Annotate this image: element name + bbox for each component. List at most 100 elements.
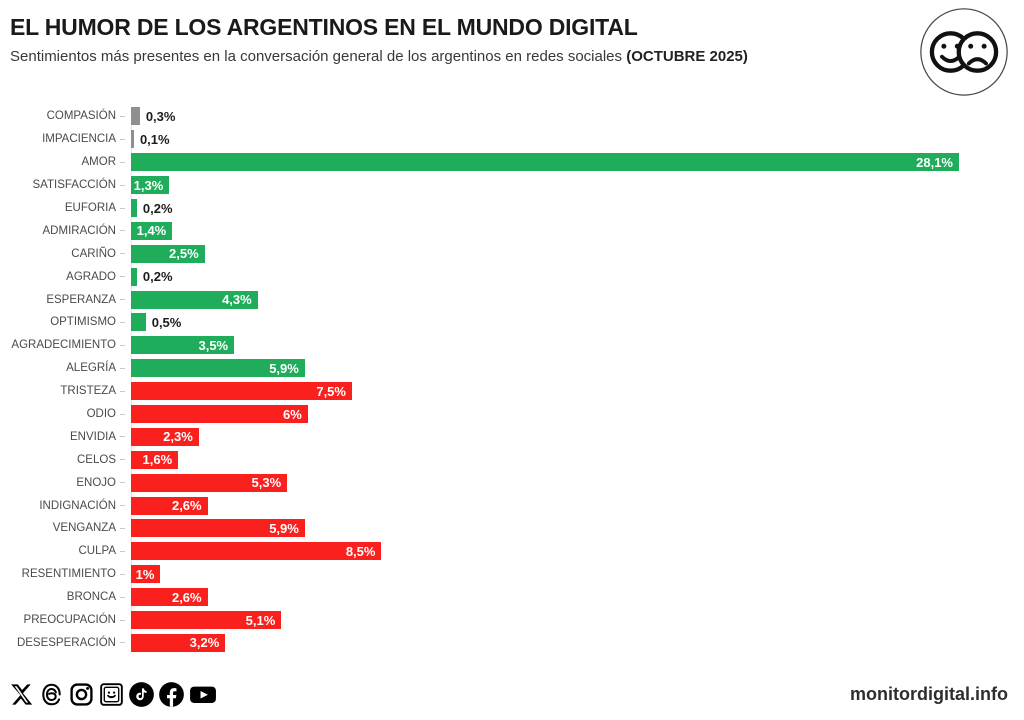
bar-row: BRONCA 2,6% (8, 586, 1024, 609)
category-label: CELOS (77, 453, 116, 466)
facebook-icon[interactable] (158, 681, 185, 708)
bar-row: CULPA 8,5% (8, 540, 1024, 563)
category-label: EUFORIA (64, 202, 116, 214)
category-label: SATISFACCIÓN (32, 179, 117, 192)
value-label: 5,9% (269, 520, 299, 536)
category-label: ADMIRACIÓN (42, 224, 116, 237)
axis-tick-mark (120, 230, 125, 232)
bar-row: ENOJO 5,3% (8, 471, 1024, 494)
bar-track: 5,1% (131, 611, 1024, 630)
bar: 4,3% (131, 290, 258, 309)
axis-tick-mark (120, 505, 125, 507)
bar: 1,3% (131, 176, 170, 195)
value-label: 1,6% (142, 452, 173, 468)
bar-track: 3,5% (131, 336, 1024, 355)
value-label: 2,6% (171, 589, 202, 605)
axis-tick-mark (120, 207, 125, 209)
bar-row: AGRADECIMIENTO 3,5% (8, 334, 1024, 357)
bar-track: 2,6% (131, 588, 1024, 607)
value-label: 6% (283, 406, 302, 422)
bar-track: 2,6% (131, 496, 1024, 515)
category-label: ALEGRÍA (66, 362, 116, 375)
axis-tick-mark (120, 138, 125, 140)
value-label: 3,5% (198, 337, 229, 353)
bar-track: 2,3% (131, 427, 1024, 446)
bar-row: ENVIDIA 2,3% (8, 425, 1024, 448)
bar: 1,4% (131, 221, 173, 240)
axis-tick-mark (120, 573, 125, 575)
value-label: 5,3% (251, 475, 282, 491)
category-label: AGRADO (66, 270, 116, 283)
bar-track: 1% (131, 565, 1024, 584)
category-label: RESENTIMIENTO (21, 568, 116, 581)
bar-row: EUFORIA 0,2% (8, 197, 1024, 220)
value-label: 5,1% (245, 612, 276, 628)
bar-row: PREOCUPACIÓN 5,1% (8, 609, 1024, 632)
category-label: OPTIMISMO (50, 316, 116, 329)
threads-icon[interactable] (38, 681, 65, 708)
value-label: 0,2% (142, 200, 173, 216)
category-label: DESESPERACIÓN (16, 636, 116, 649)
category-label: ENVIDIA (69, 430, 116, 443)
bar-row: DESESPERACIÓN 3,2% (8, 631, 1024, 654)
bar (131, 267, 137, 286)
bar-row: COMPASIÓN 0,3% (8, 105, 1024, 128)
bar-row: AMOR 28,1% (8, 151, 1024, 174)
bar: 6% (131, 405, 308, 424)
axis-tick-mark (120, 596, 125, 598)
value-label: 8,5% (345, 543, 376, 559)
axis-tick-mark (120, 527, 125, 529)
value-label: 5,9% (269, 360, 299, 376)
axis-tick-mark (120, 276, 125, 278)
value-label: 0,3% (145, 108, 176, 124)
bar: 1% (131, 565, 161, 584)
category-label: CARIÑO (71, 247, 116, 260)
social-icons (8, 681, 218, 708)
bar-row: ADMIRACIÓN 1,4% (8, 219, 1024, 242)
value-label: 0,1% (139, 131, 170, 147)
value-label: 0,2% (142, 269, 173, 285)
category-label: ESPERANZA (46, 293, 116, 306)
youtube-icon[interactable] (188, 681, 218, 708)
forum-smiley-icon[interactable] (98, 681, 125, 708)
axis-tick-mark (120, 459, 125, 461)
value-label: 2,6% (171, 498, 202, 514)
bar: 5,9% (131, 519, 305, 538)
bar-row: CARIÑO 2,5% (8, 242, 1024, 265)
axis-tick-mark (120, 161, 125, 163)
bar: 28,1% (131, 153, 959, 172)
bar-track: 8,5% (131, 542, 1024, 561)
category-label: IMPACIENCIA (42, 133, 116, 146)
axis-tick-mark (120, 413, 125, 415)
bar-row: ALEGRÍA 5,9% (8, 357, 1024, 380)
value-label: 0,5% (151, 314, 182, 330)
bar-track: 5,9% (131, 359, 1024, 378)
bar-row: OPTIMISMO 0,5% (8, 311, 1024, 334)
bar: 2,6% (131, 496, 208, 515)
bar: 2,3% (131, 427, 199, 446)
tiktok-icon[interactable] (128, 681, 155, 708)
bar-track: 1,4% (131, 221, 1024, 240)
bar-row: VENGANZA 5,9% (8, 517, 1024, 540)
bar-track: 3,2% (131, 633, 1024, 652)
category-label: ODIO (86, 408, 116, 421)
bar: 5,9% (131, 359, 305, 378)
subtitle-date: (OCTUBRE 2025) (626, 48, 748, 65)
instagram-icon[interactable] (68, 681, 95, 708)
category-label: TRISTEZA (60, 385, 116, 398)
bar-track: 28,1% (131, 153, 1024, 172)
bar-row: CELOS 1,6% (8, 448, 1024, 471)
bar-row: IMPACIENCIA 0,1% (8, 128, 1024, 151)
bar-track: 1,3% (131, 176, 1024, 195)
bar-chart: COMPASIÓN 0,3% IMPACIENCIA 0,1% AMOR 28,1% SAT… (0, 105, 1024, 654)
category-label: COMPASIÓN (46, 110, 116, 123)
bar-row: ODIO 6% (8, 403, 1024, 426)
category-label: BRONCA (66, 591, 116, 604)
happy-sad-faces-icon (920, 8, 1008, 96)
bar (131, 199, 137, 217)
site-name[interactable]: monitordigital.info (850, 684, 1008, 704)
bar: 8,5% (131, 542, 382, 561)
x-icon[interactable] (8, 681, 35, 708)
bar-track: 0,1% (131, 130, 1024, 149)
value-label: 1% (135, 566, 155, 582)
